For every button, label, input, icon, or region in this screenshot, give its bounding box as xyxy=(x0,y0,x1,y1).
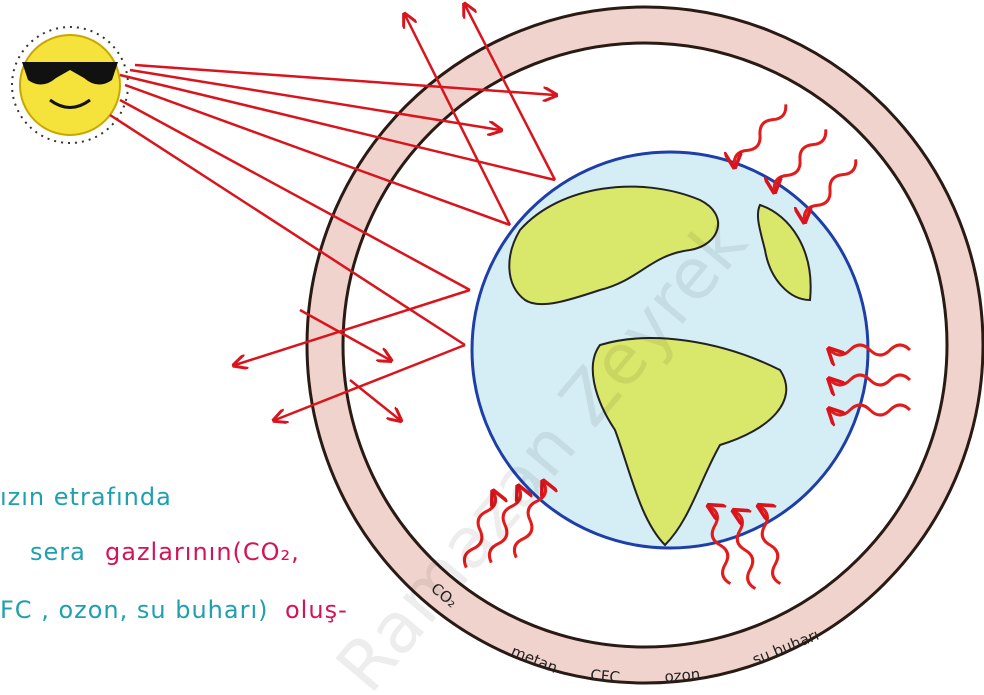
text-line: sera xyxy=(30,538,86,566)
text-line: oluş- xyxy=(285,596,348,624)
land-south-america xyxy=(591,337,788,547)
land-north-america xyxy=(508,185,720,306)
text-line: ızın etrafında xyxy=(0,483,172,511)
text-line: gazlarının(CO₂, xyxy=(105,538,300,566)
land-europe-africa xyxy=(756,203,812,302)
ring-label: ozon xyxy=(664,665,701,686)
rays xyxy=(109,5,555,420)
text-line: FC , ozon, su buharı) xyxy=(0,596,269,624)
ring-label: CFC xyxy=(590,666,621,687)
sun xyxy=(11,26,129,144)
heat-waves xyxy=(462,104,912,590)
